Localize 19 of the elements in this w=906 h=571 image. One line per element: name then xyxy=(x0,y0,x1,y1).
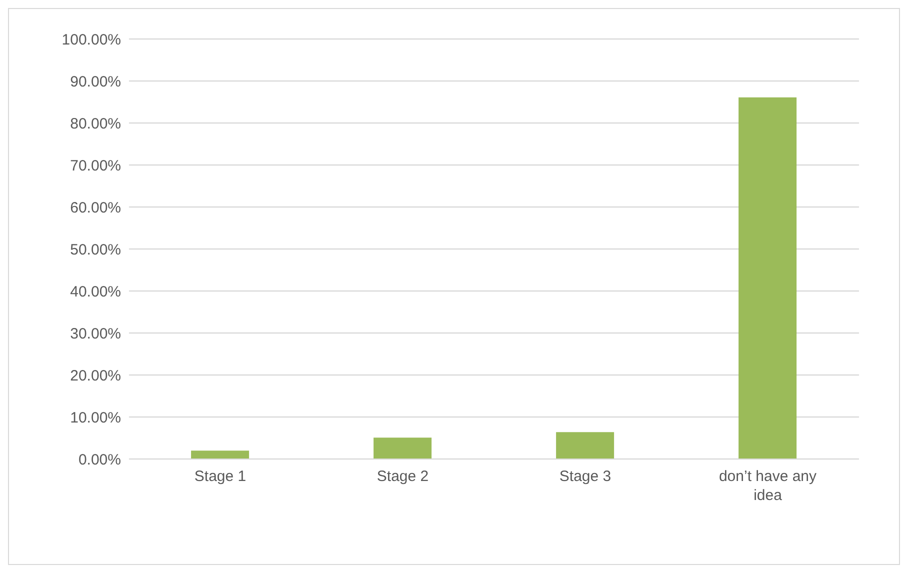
x-tick-label: Stage 3 xyxy=(559,468,612,485)
bar xyxy=(738,97,797,459)
y-tick-label: 10.00% xyxy=(70,409,121,426)
bar xyxy=(191,450,250,459)
x-tick-label: Stage 1 xyxy=(194,468,246,485)
y-tick-label: 80.00% xyxy=(70,115,121,132)
y-tick-label: 50.00% xyxy=(70,241,121,258)
y-tick-label: 100.00% xyxy=(62,31,121,48)
y-tick-label: 30.00% xyxy=(70,325,121,342)
bar xyxy=(374,438,432,459)
y-tick-label: 90.00% xyxy=(70,73,121,90)
bar xyxy=(556,432,614,459)
x-tick-label: don’t have any idea xyxy=(718,468,818,504)
y-tick-label: 0.00% xyxy=(78,451,121,468)
y-tick-label: 70.00% xyxy=(70,157,121,174)
y-tick-label: 40.00% xyxy=(70,283,121,300)
x-tick-label: Stage 2 xyxy=(376,468,429,485)
y-tick-label: 20.00% xyxy=(70,367,121,384)
y-tick-label: 60.00% xyxy=(70,199,121,216)
